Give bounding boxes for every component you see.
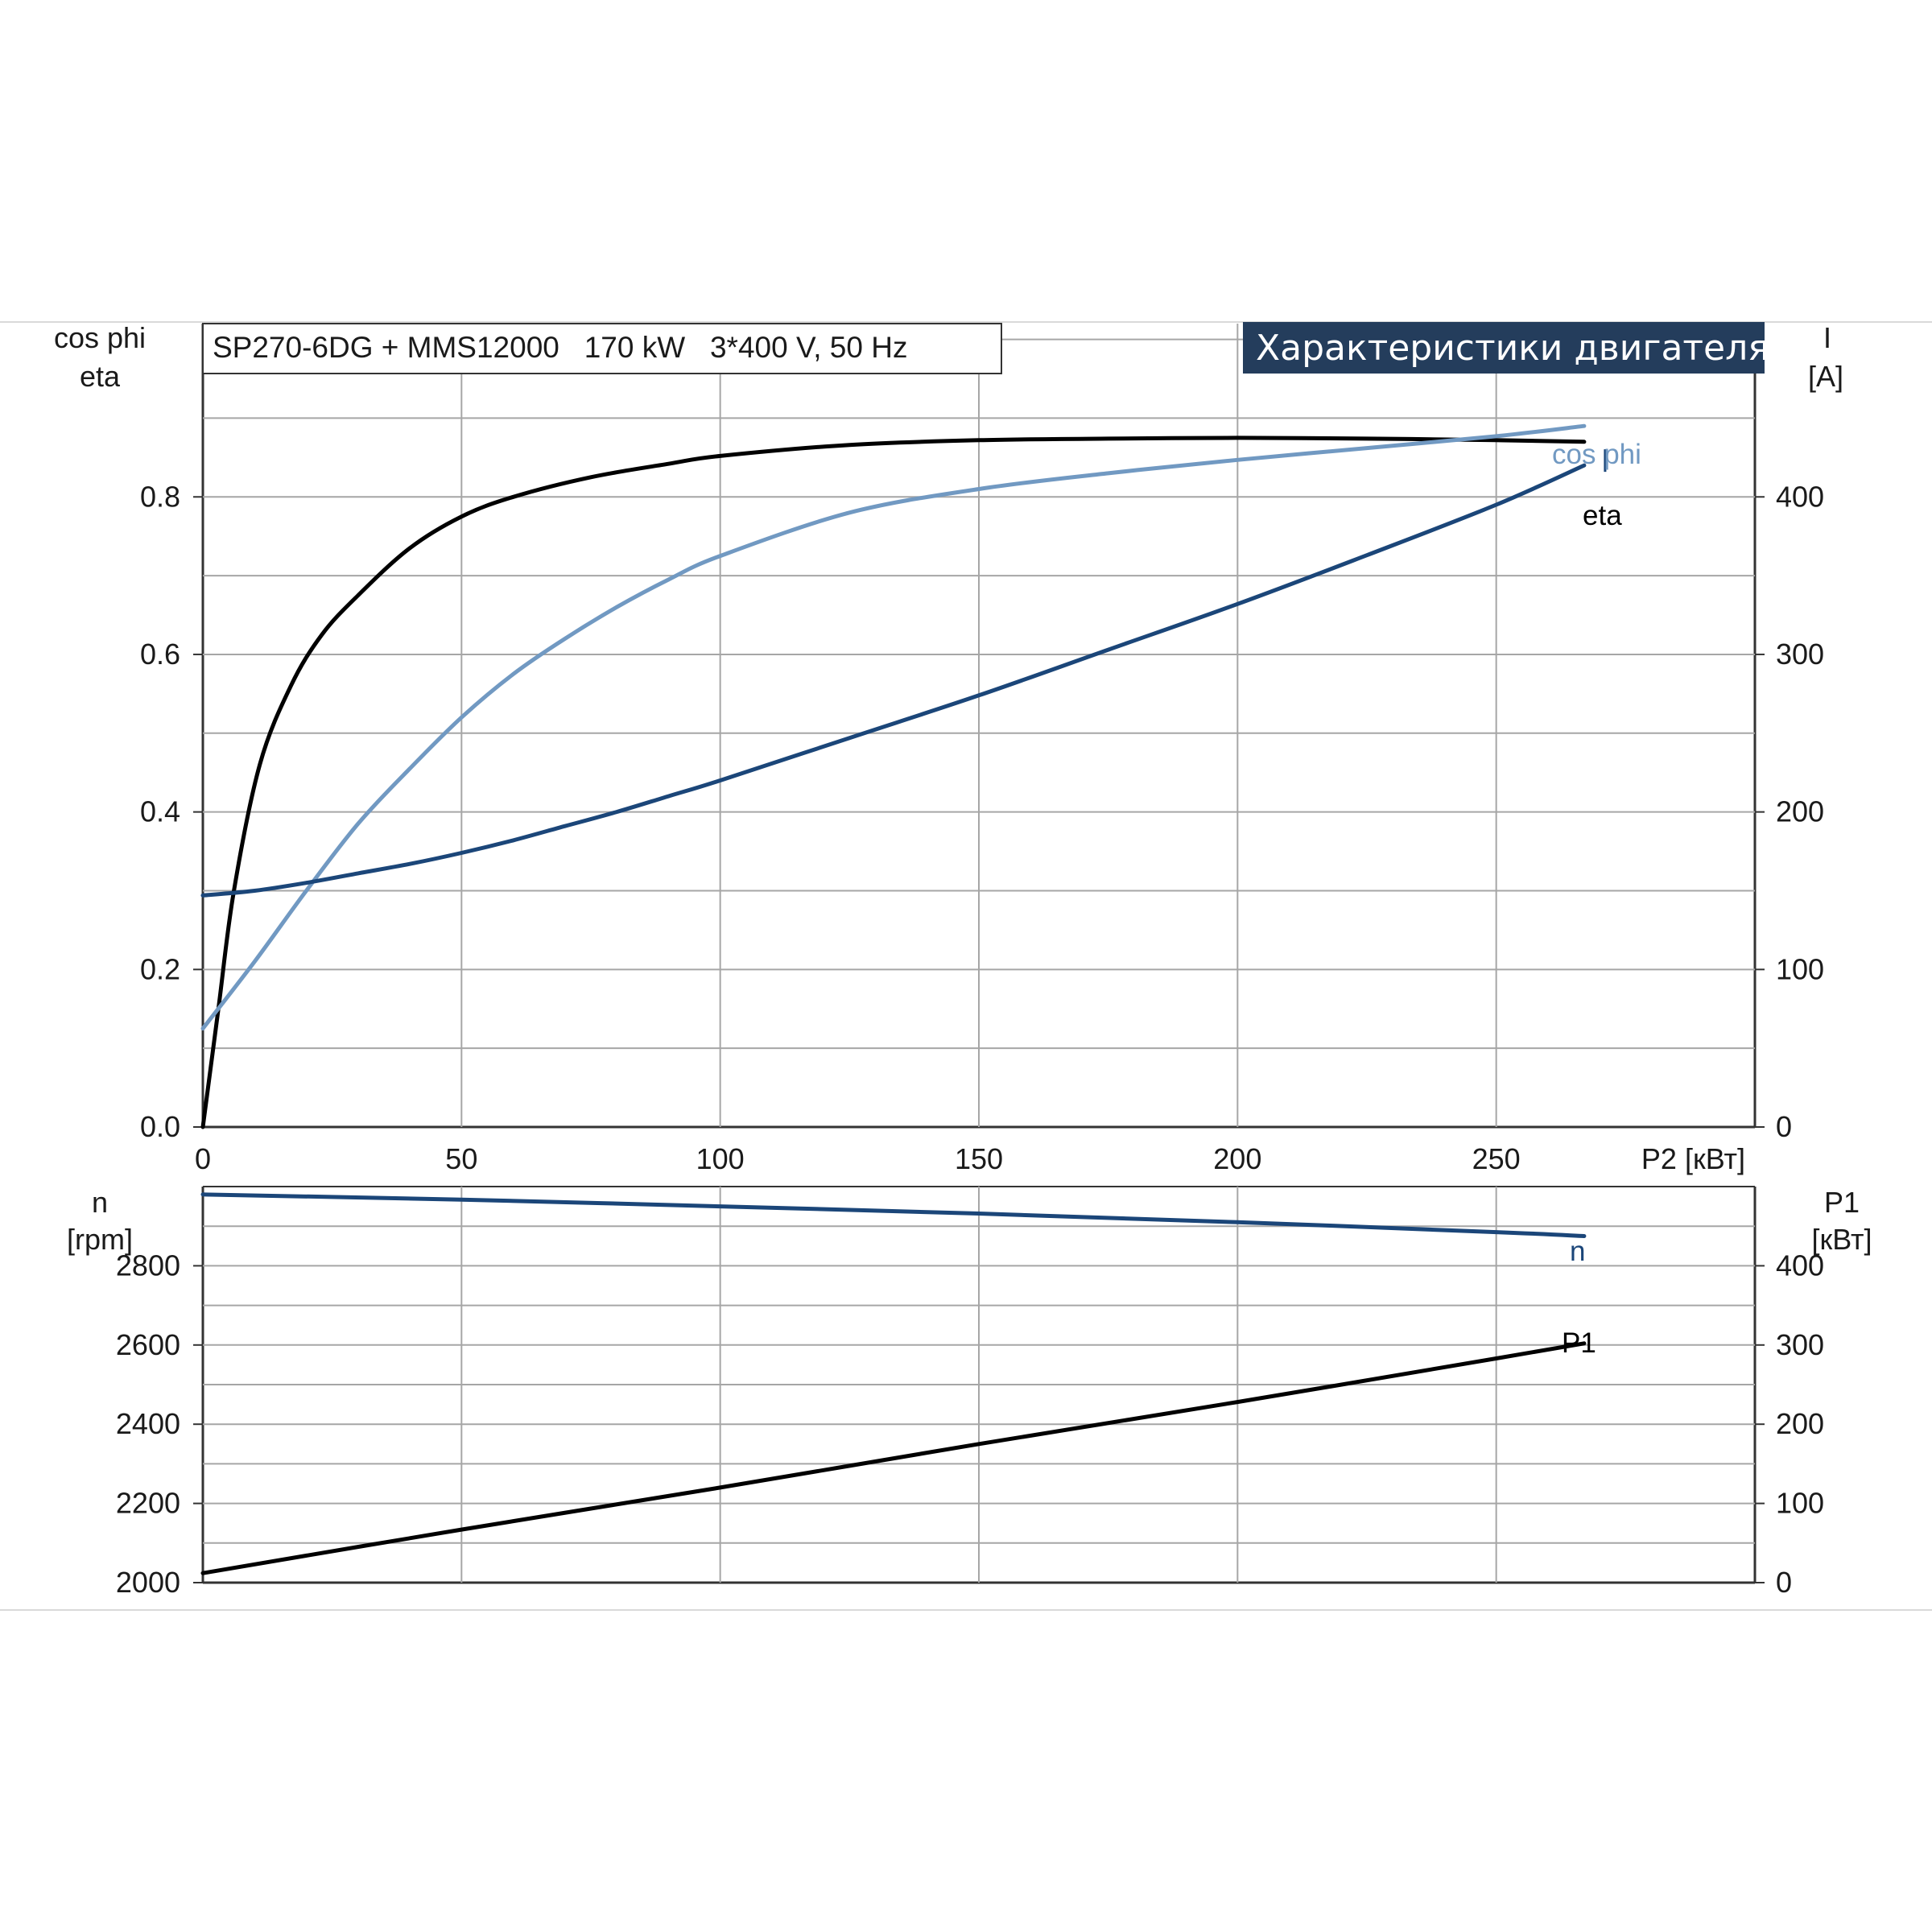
tick-label-left-top: 0.6	[140, 638, 180, 671]
tick-label-left-bottom: 2600	[116, 1328, 180, 1361]
tick-label-right-top: 200	[1776, 795, 1824, 828]
tick-label-right-bottom: 200	[1776, 1407, 1824, 1440]
ylabel-left-bottom-2: [rpm]	[67, 1223, 133, 1256]
ylabel-right-top-1: I	[1823, 321, 1831, 354]
tick-label-left-bottom: 2800	[116, 1249, 180, 1282]
xlabel: P2 [кВт]	[1641, 1142, 1745, 1175]
tick-label-right-bottom: 300	[1776, 1328, 1824, 1361]
curves-layer	[200, 423, 1587, 1575]
series-cos-phi-line	[200, 423, 1587, 1031]
tick-label-left-top: 0.0	[140, 1110, 180, 1143]
tick-label-left-bottom: 2200	[116, 1487, 180, 1520]
tick-label-x: 0	[195, 1142, 211, 1175]
series-label-cos-phi: cos phi	[1552, 439, 1641, 470]
tick-label-left-top: 0.8	[140, 480, 180, 513]
series-n-line	[200, 1192, 1587, 1238]
ylabel-left-top-1: cos phi	[54, 321, 146, 354]
tick-label-x: 100	[696, 1142, 745, 1175]
tick-label-x: 200	[1213, 1142, 1261, 1175]
tick-label-right-bottom: 100	[1776, 1487, 1824, 1520]
frame-layer	[0, 321, 1932, 1611]
ylabel-left-bottom-1: n	[92, 1186, 108, 1219]
tick-label-right-top: 400	[1776, 480, 1824, 513]
grid-layer	[203, 324, 1755, 1583]
model-label: SP270-6DG + MMS12000 170 kW 3*400 V, 50 …	[213, 331, 907, 364]
tick-label-x: 150	[955, 1142, 1003, 1175]
series-p1-line	[200, 1341, 1587, 1575]
ylabel-right-bottom-2: [кВт]	[1811, 1223, 1872, 1256]
chart-title: Характеристики двигателя	[1256, 328, 1769, 369]
text-layer: 0.0 0.2 0.4 0.6 0.8 0 100 200 300 400 0 50 100 150 200…	[54, 321, 1872, 1599]
ylabel-right-top-2: [A]	[1808, 360, 1843, 393]
series-label-n: n	[1570, 1236, 1585, 1267]
tick-label-left-bottom: 2400	[116, 1407, 180, 1440]
tick-label-right-top: 300	[1776, 638, 1824, 671]
tick-label-x: 50	[445, 1142, 477, 1175]
tick-label-x: 250	[1472, 1142, 1521, 1175]
ylabel-right-bottom-1: P1	[1824, 1186, 1860, 1219]
series-eta-line	[200, 436, 1587, 1129]
series-label-p1: P1	[1562, 1327, 1596, 1359]
tick-label-right-bottom: 400	[1776, 1249, 1824, 1282]
tick-label-left-bottom: 2000	[116, 1566, 180, 1599]
tick-label-right-top: 100	[1776, 952, 1824, 985]
model-label-box	[202, 323, 1002, 374]
tick-label-left-top: 0.4	[140, 795, 180, 828]
series-label-eta: eta	[1583, 500, 1622, 531]
tick-label-left-top: 0.2	[140, 952, 180, 985]
ylabel-left-top-2: eta	[80, 360, 121, 393]
title-box	[1243, 322, 1765, 374]
tick-label-right-top: 0	[1776, 1110, 1792, 1143]
series-i-line	[200, 463, 1587, 898]
tick-label-right-bottom: 0	[1776, 1566, 1792, 1599]
